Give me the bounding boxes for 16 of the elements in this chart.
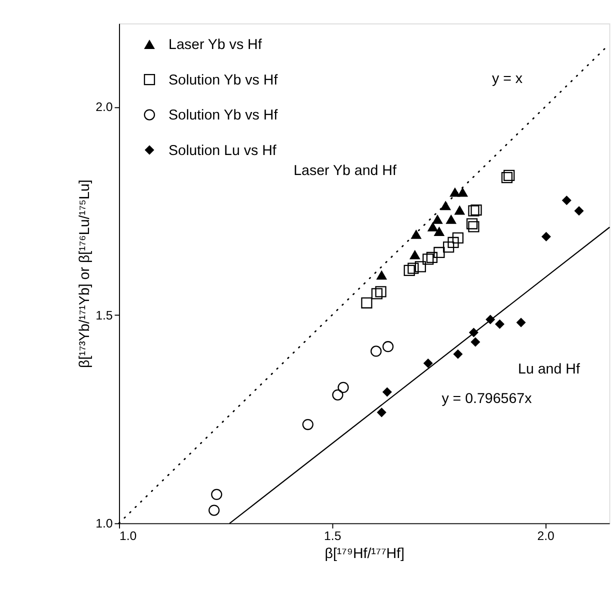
legend-label: Solution Yb vs Hf xyxy=(168,108,278,124)
legend-label: Solution Lu vs Hf xyxy=(168,142,276,159)
annotation: y = x xyxy=(492,71,523,88)
x-tick-label: 2.0 xyxy=(537,528,555,543)
legend-label: Solution Yb vs Hf xyxy=(168,72,278,88)
annotation: y = 0.796567x xyxy=(442,391,532,408)
y-tick-label: 1.5 xyxy=(96,308,113,322)
y-tick-label: 2.0 xyxy=(96,100,113,114)
x-axis-title: β[¹⁷⁹Hf/¹⁷⁷Hf] xyxy=(324,546,404,562)
x-tick-label: 1.0 xyxy=(119,528,137,543)
x-tick-label: 1.5 xyxy=(324,528,342,543)
annotation: Lu and Hf xyxy=(518,362,580,378)
y-tick-label: 1.0 xyxy=(96,516,113,531)
legend-label: Laser Yb vs Hf xyxy=(168,37,262,54)
y-axis-title: β[¹⁷³Yb/¹⁷¹Yb] or β[¹⁷⁶Lu/¹⁷⁵Lu] xyxy=(76,180,93,368)
annotation: Laser Yb and Hf xyxy=(294,163,396,180)
